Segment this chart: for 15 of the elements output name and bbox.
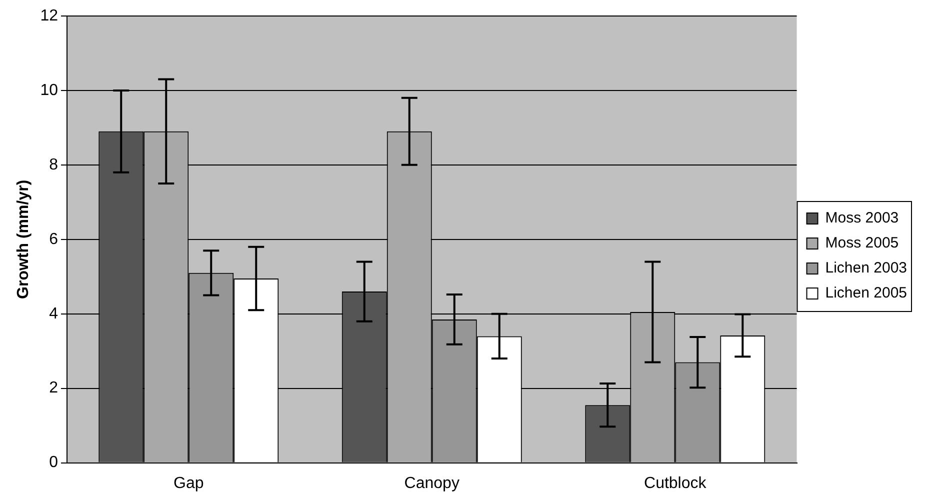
x-tick-label: Canopy <box>404 474 460 492</box>
legend-label: Moss 2003 <box>825 210 899 227</box>
legend-label: Moss 2005 <box>825 234 899 252</box>
x-tick-label: Cutblock <box>644 474 708 492</box>
y-tick-label: 0 <box>49 454 58 472</box>
y-tick-label: 6 <box>49 230 58 248</box>
legend-label: Lichen 2003 <box>825 260 908 277</box>
legend-label: Lichen 2005 <box>825 284 908 302</box>
x-tick-label: Gap <box>174 474 204 492</box>
y-tick-label: 2 <box>49 380 58 397</box>
y-tick-label: 8 <box>49 156 58 174</box>
y-axis-title: Growth (mm/yr) <box>15 180 32 299</box>
y-tick-label: 4 <box>49 305 58 322</box>
y-tick-label: 12 <box>40 7 58 24</box>
y-tick-label: 10 <box>40 82 58 99</box>
